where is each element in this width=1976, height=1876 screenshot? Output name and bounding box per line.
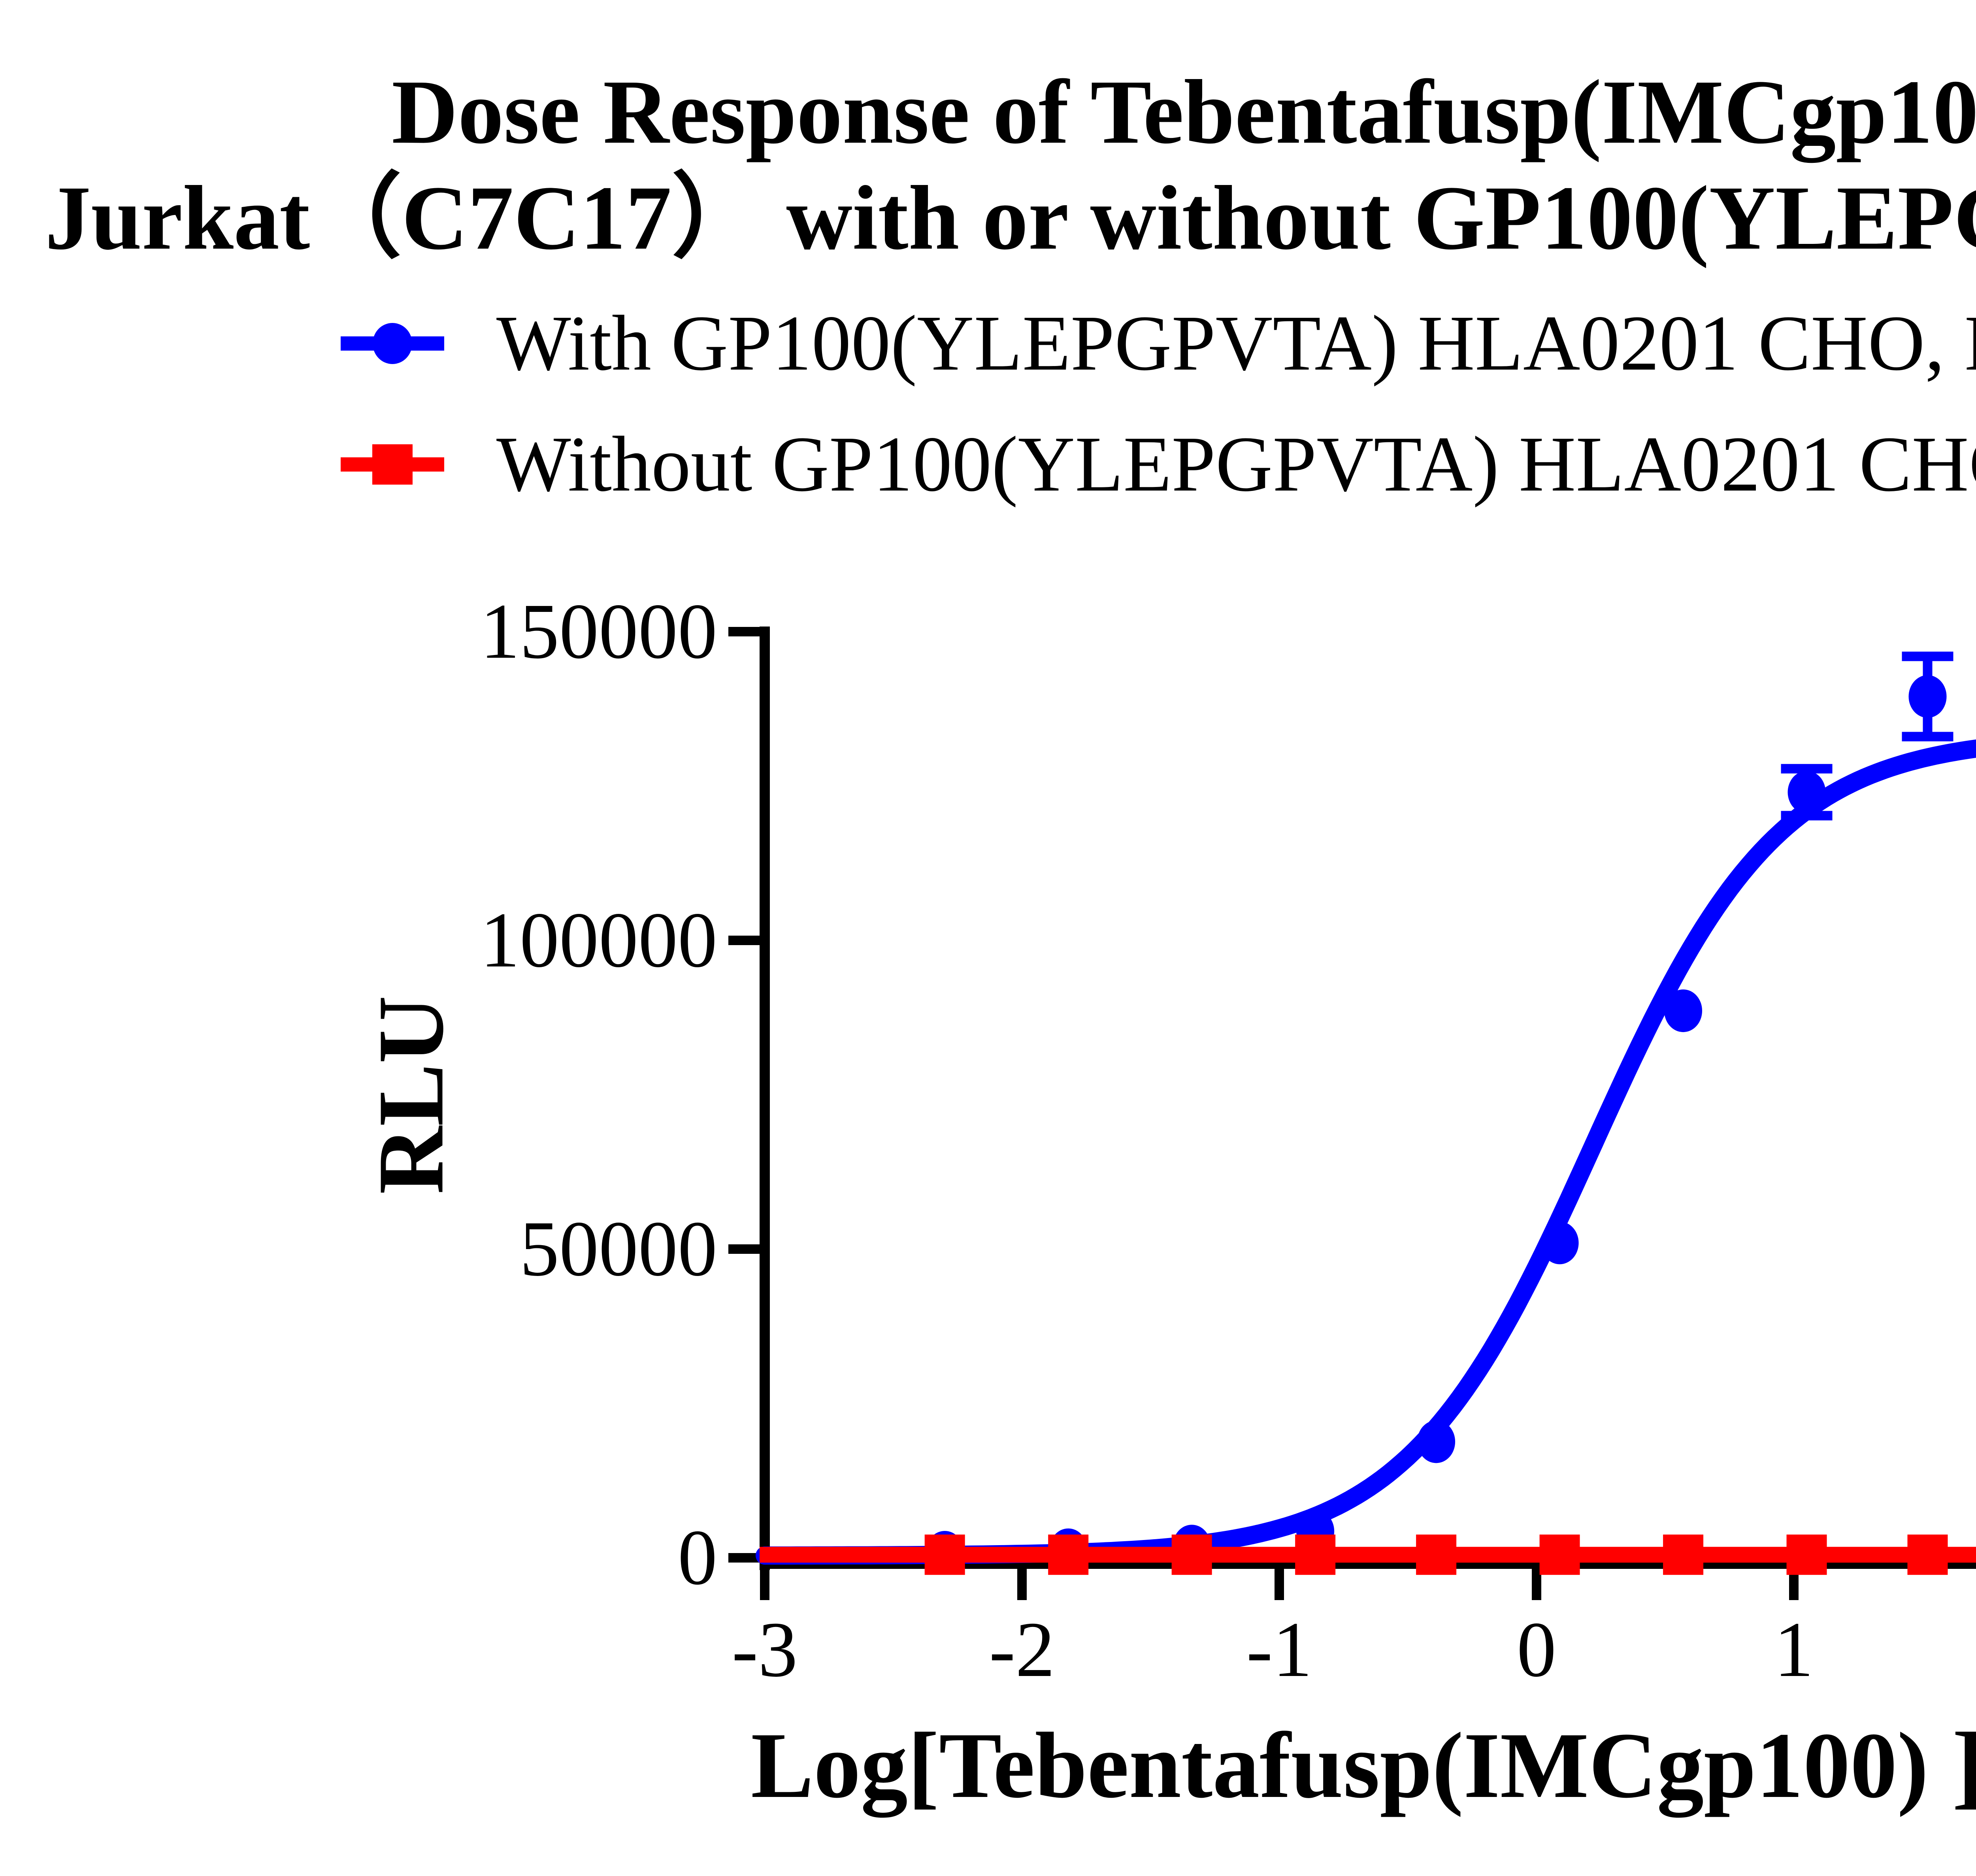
legend-marker-square-icon [341, 444, 444, 485]
x-tick-label: -1 [1246, 1606, 1312, 1693]
y-tick-label: 0 [678, 1514, 717, 1601]
x-tick-label: 1 [1774, 1606, 1814, 1693]
data-point-with-gp100 [1417, 1420, 1456, 1463]
legend-marker-circle-icon [341, 323, 444, 364]
y-tick-label: 100000 [480, 896, 717, 984]
data-point-with-gp100 [1540, 1221, 1579, 1265]
x-tick-label: -2 [989, 1606, 1055, 1693]
legend: With GP100(YLEPGPVTA) HLA0201 CHO, EC50 … [339, 304, 1976, 546]
data-point-without-gp100 [1907, 1534, 1948, 1575]
data-point-without-gp100 [1539, 1534, 1580, 1575]
data-point-without-gp100 [1416, 1534, 1457, 1575]
data-point-without-gp100 [1786, 1534, 1827, 1575]
chart-title: Dose Response of Tebentafusp(IMCgp100) i… [45, 59, 1976, 271]
legend-label: With GP100(YLEPGPVTA) HLA0201 CHO, EC50 … [496, 300, 1976, 387]
data-point-with-gp100 [1908, 675, 1947, 718]
data-point-without-gp100 [1171, 1534, 1212, 1575]
x-tick-label: -3 [732, 1606, 798, 1693]
data-point-with-gp100 [1664, 989, 1703, 1032]
y-tick-label: 150000 [480, 588, 717, 675]
chart-title-line2: Jurkat（C7C17） with or without GP100(YLEP… [45, 167, 1976, 269]
chart-title-line1: Dose Response of Tebentafusp(IMCgp100) i… [392, 61, 1976, 163]
x-axis-label: Log[Tebentafusp(IMCgp100) ] ng/ml [751, 1714, 1976, 1817]
data-point-without-gp100 [1663, 1534, 1704, 1575]
legend-item-with-gp100: With GP100(YLEPGPVTA) HLA0201 CHO, EC50 … [339, 304, 1976, 383]
y-tick-label: 50000 [520, 1205, 717, 1293]
x-tick-label: 0 [1517, 1606, 1556, 1693]
data-point-without-gp100 [1295, 1534, 1336, 1575]
data-point-without-gp100 [924, 1534, 965, 1575]
legend-item-without-gp100: Without GP100(YLEPGPVTA) HLA0201 CHO, EC… [339, 425, 1976, 504]
legend-label: Without GP100(YLEPGPVTA) HLA0201 CHO, EC… [496, 421, 1976, 508]
fit-curve-with-gp100 [756, 739, 1976, 1565]
data-point-with-gp100 [1787, 771, 1826, 814]
data-point-without-gp100 [1048, 1534, 1089, 1575]
